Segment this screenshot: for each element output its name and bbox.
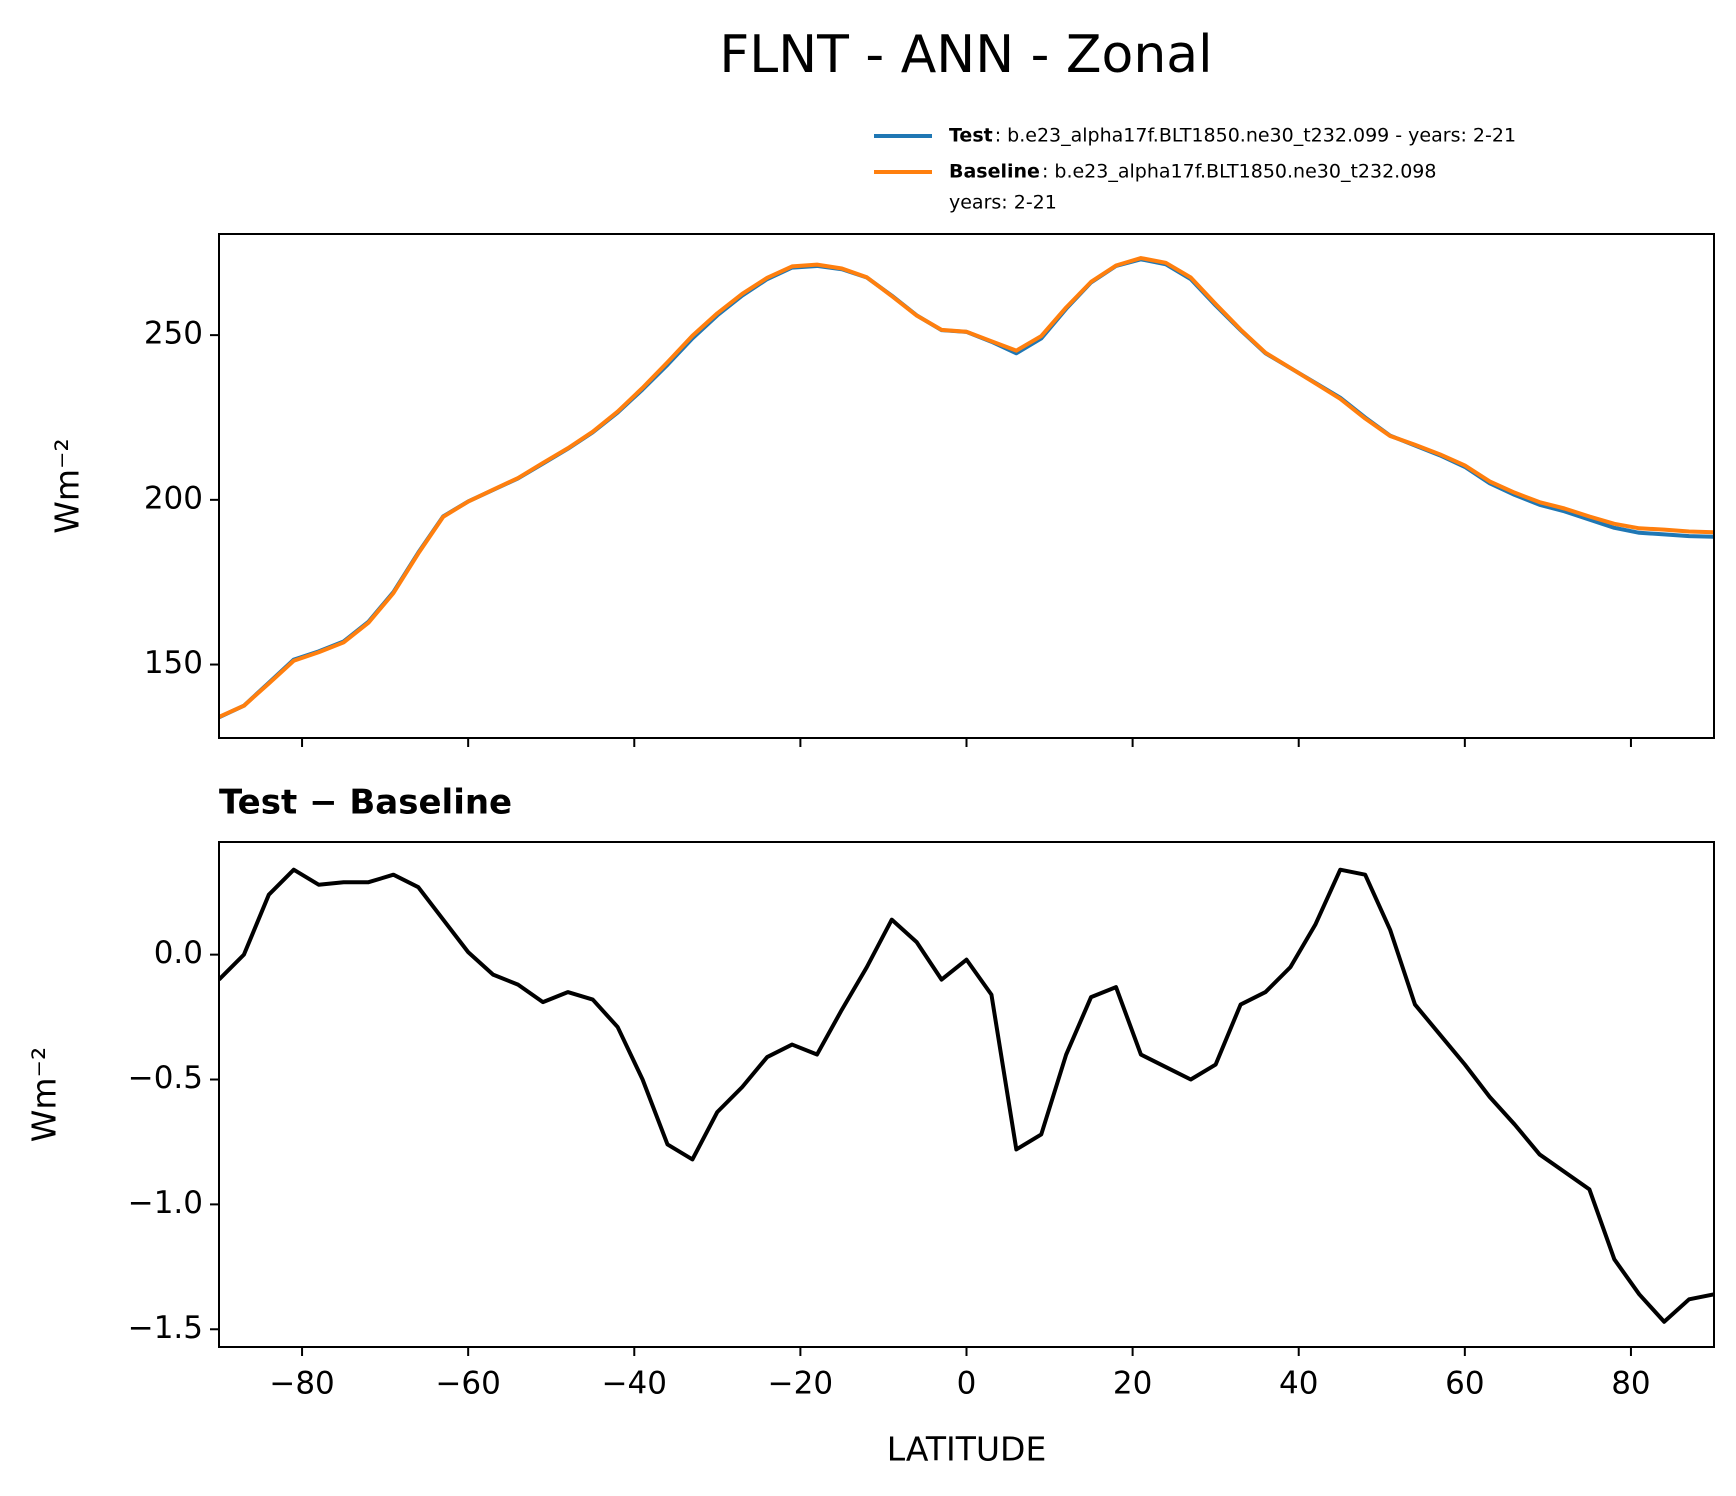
figure-title: FLNT - ANN - Zonal (719, 25, 1212, 85)
y-tick-label: 0.0 (154, 935, 203, 971)
legend-text: years: 2-21 (949, 192, 1057, 214)
x-tick-label: −80 (269, 1366, 334, 1402)
y-tick-label: 150 (144, 645, 203, 681)
y-axis-label: Wm⁻² (48, 438, 87, 533)
y-tick-label: 200 (144, 480, 203, 516)
x-tick-label: −20 (768, 1366, 833, 1402)
y-tick-label: −1.5 (128, 1310, 203, 1346)
data-line (219, 257, 1714, 720)
x-tick-label: −40 (602, 1366, 667, 1402)
y-tick-label: −1.0 (128, 1185, 203, 1221)
x-tick-label: 40 (1279, 1366, 1318, 1402)
axes-frame (218, 233, 1715, 739)
x-tick-label: −60 (435, 1366, 500, 1402)
y-tick-label: −0.5 (128, 1060, 203, 1096)
x-tick-label: 20 (1113, 1366, 1152, 1402)
x-tick-label: 60 (1445, 1366, 1484, 1402)
y-axis-label: Wm⁻² (25, 1047, 64, 1142)
x-tick-label: 80 (1611, 1366, 1650, 1402)
y-tick-label: 250 (144, 316, 203, 352)
legend-name: Baseline (949, 161, 1040, 183)
legend-name: Test (949, 125, 993, 147)
data-line (219, 867, 1714, 1324)
x-axis-label: LATITUDE (887, 1430, 1047, 1469)
data-line (219, 256, 1714, 719)
axes-title: Test − Baseline (219, 783, 512, 823)
legend-text: : b.e23_alpha17f.BLT1850.ne30_t232.098 (1042, 161, 1437, 183)
legend-text: : b.e23_alpha17f.BLT1850.ne30_t232.099 -… (995, 125, 1516, 147)
x-tick-label: 0 (957, 1366, 977, 1402)
